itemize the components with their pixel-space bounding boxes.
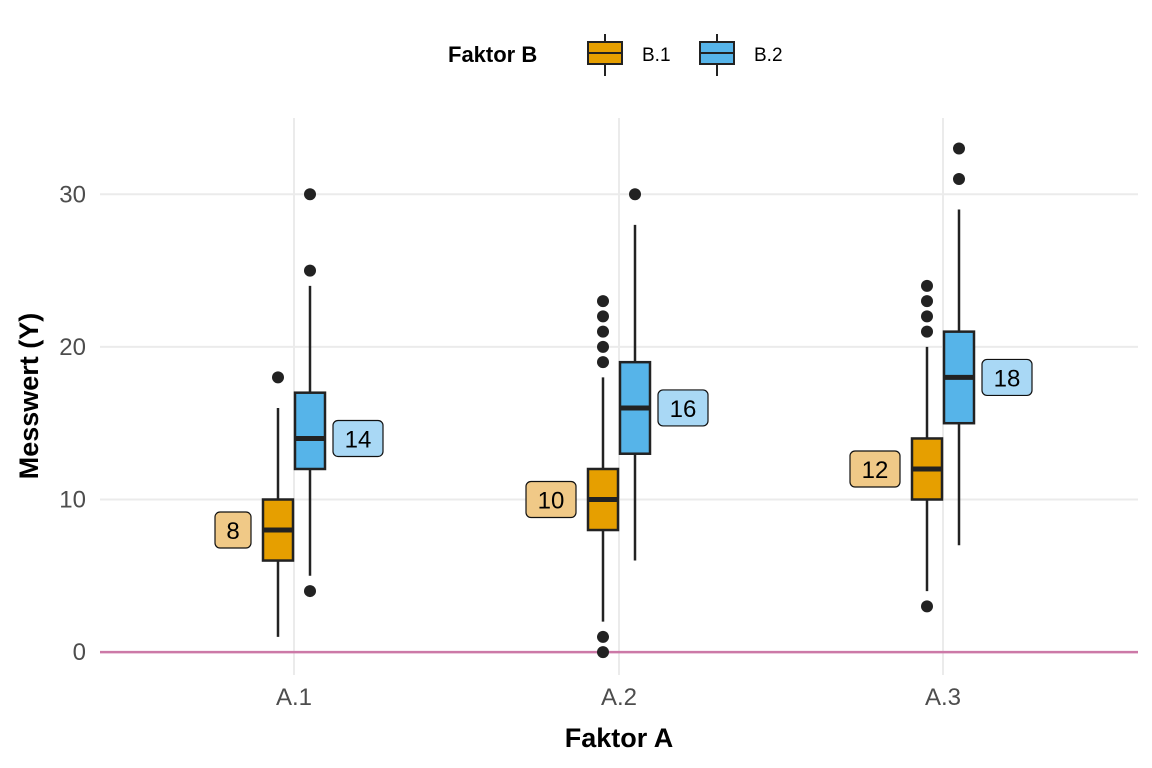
value-label-box (657, 389, 709, 427)
value-label-B.1-A.1: 8 (214, 511, 252, 549)
value-label-B.2-A.3: 18 (981, 358, 1033, 397)
value-label-text: 16 (670, 396, 697, 423)
box-B.2-A.3 (942, 142, 976, 546)
box-B.1-A.1 (261, 371, 295, 637)
value-label-B.2-A.2: 16 (657, 389, 709, 427)
outlier-point (953, 142, 965, 155)
x-axis-title: Faktor A (565, 723, 674, 753)
value-label-box (332, 419, 384, 458)
y-tick-label: 0 (73, 639, 86, 666)
value-label-box (849, 450, 901, 488)
value-label-box (214, 511, 252, 549)
x-tick-label: A.3 (925, 684, 961, 711)
value-label-text: 18 (994, 365, 1021, 392)
outlier-point (597, 646, 609, 659)
box-iqr (293, 391, 327, 471)
legend-items: B.1 B.2 (587, 34, 783, 76)
value-label-B.1-A.3: 12 (849, 450, 901, 488)
box-layer (261, 142, 976, 659)
outlier-point (921, 295, 933, 308)
box-B.1-A.3 (910, 279, 944, 613)
outlier-point (921, 279, 933, 292)
legend: Faktor B B.1 B.2 (448, 34, 783, 76)
value-label-text: 10 (538, 488, 565, 515)
legend-item-B.1: B.1 (587, 34, 671, 76)
outlier-point (597, 325, 609, 338)
outlier-point (629, 188, 641, 201)
value-label-text: 14 (345, 426, 372, 453)
outlier-point (921, 600, 933, 613)
box-B.2-A.1 (293, 188, 327, 598)
value-label-text: 8 (226, 518, 239, 545)
box-B.1-A.2 (586, 295, 620, 659)
value-label-box (525, 480, 577, 519)
y-tick-label: 10 (59, 487, 86, 514)
outlier-point (304, 585, 316, 598)
value-label-B.2-A.1: 14 (332, 419, 384, 458)
value-label-B.1-A.2: 10 (525, 480, 577, 519)
x-tick-label: A.1 (276, 684, 312, 711)
outlier-point (597, 310, 609, 323)
legend-title: Faktor B (448, 42, 537, 67)
y-axis-title: Messwert (Y) (14, 313, 44, 480)
outlier-point (921, 310, 933, 323)
outlier-point (272, 371, 284, 384)
value-label-box (981, 358, 1033, 397)
legend-item-B.2: B.2 (699, 34, 783, 76)
outlier-point (597, 630, 609, 643)
outlier-point (953, 173, 965, 186)
outlier-point (597, 356, 609, 369)
legend-entry-label: B.2 (754, 45, 783, 66)
outlier-point (304, 188, 316, 201)
legend-entry-label: B.1 (642, 45, 671, 66)
outlier-point (597, 340, 609, 353)
outlier-point (304, 264, 316, 277)
outlier-point (597, 295, 609, 308)
box-B.2-A.2 (618, 188, 652, 561)
outlier-point (921, 325, 933, 338)
value-label-layer: 8 10 12 14 16 18 (214, 358, 1033, 549)
axis-layer: 0 10 20 30 A.1 A.2 A.3 (59, 181, 961, 711)
value-label-text: 12 (862, 457, 889, 484)
x-tick-label: A.2 (601, 684, 637, 711)
y-tick-label: 20 (59, 334, 86, 361)
y-tick-label: 30 (59, 181, 86, 208)
